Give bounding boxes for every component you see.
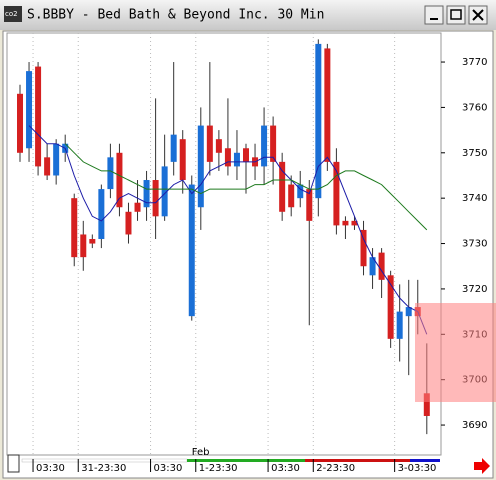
candle-body [288, 184, 295, 208]
minimize-button[interactable] [424, 5, 444, 25]
candle-body [405, 307, 412, 317]
candle-body [53, 143, 60, 176]
candle-body [71, 198, 78, 258]
candle-body [279, 161, 286, 212]
candle-body [107, 157, 114, 190]
y-tick-label: 3690 [462, 420, 487, 431]
moving-average-line [64, 143, 428, 231]
candle-body [243, 148, 249, 162]
x-tick-label: 31-23:30 [81, 463, 126, 474]
maximize-icon [450, 9, 462, 20]
y-tick-label: 3760 [462, 102, 487, 113]
candle-body [80, 234, 87, 258]
candle-body [306, 189, 313, 221]
candle-body [44, 157, 51, 176]
y-tick-label: 3740 [462, 193, 487, 204]
candle-body [35, 66, 42, 167]
candle-body [143, 180, 150, 208]
candle-body [387, 275, 394, 339]
close-icon [472, 9, 484, 21]
x-tick-label: 03:30 [36, 463, 65, 474]
x-tick-label: 3-03:30 [398, 463, 437, 474]
strip-segment [410, 459, 440, 462]
y-tick-label: 3720 [462, 284, 487, 295]
window-title: S.BBBY - Bed Bath & Beyond Inc. 30 Min [27, 8, 324, 23]
app-icon [4, 6, 22, 22]
candle-body [297, 184, 304, 199]
x-tick-label: 03:30 [271, 463, 300, 474]
candle-body [152, 180, 159, 217]
y-tick-label: 3770 [462, 57, 487, 68]
candle-body [351, 220, 358, 226]
x-tick-label: 2-23:30 [316, 463, 355, 474]
title-bar [0, 0, 496, 30]
strip-segment [305, 459, 410, 462]
candle-body [423, 393, 430, 416]
candle-body [324, 48, 331, 162]
window-buttons[interactable] [424, 5, 488, 25]
candle-body [134, 202, 141, 212]
candle-body [378, 252, 385, 280]
candle-body [215, 139, 222, 153]
candle-body [161, 166, 168, 217]
candle-body [17, 93, 23, 153]
candle-body [270, 125, 277, 162]
strip-segment [187, 459, 305, 462]
candle-body [233, 152, 240, 167]
candle-body [333, 161, 340, 226]
candle-body [170, 134, 177, 162]
highlight-zone [415, 303, 496, 402]
maximize-button[interactable] [446, 5, 466, 25]
x-annotation: Feb [192, 447, 210, 458]
time-strip [21, 458, 440, 463]
candle-body [197, 125, 204, 208]
candle-body [360, 229, 367, 267]
candle-body [116, 152, 123, 208]
app-icon-text: co2 [5, 10, 18, 18]
candle-body [396, 311, 403, 339]
strip-segment [21, 458, 188, 463]
candle-body [188, 184, 195, 317]
y-tick-label: 3750 [462, 148, 487, 159]
scroll-arrow[interactable] [474, 458, 490, 474]
candle-body [179, 139, 186, 181]
scroll-box[interactable] [7, 454, 20, 473]
moving-average-line [28, 125, 428, 335]
candle-body [224, 148, 231, 167]
candle-body [26, 71, 33, 149]
candle-body [369, 257, 376, 276]
candle-body [89, 239, 96, 244]
candle-body [261, 125, 268, 167]
y-tick-label: 3730 [462, 239, 487, 250]
candle-body [125, 211, 132, 235]
candle-body [98, 189, 105, 240]
x-tick-label: 03:30 [154, 463, 183, 474]
candle-body [342, 220, 349, 226]
plot-area [6, 32, 442, 456]
candle-body [315, 43, 322, 199]
x-tick-label: 1-23:30 [199, 463, 238, 474]
candle-body [206, 125, 213, 162]
